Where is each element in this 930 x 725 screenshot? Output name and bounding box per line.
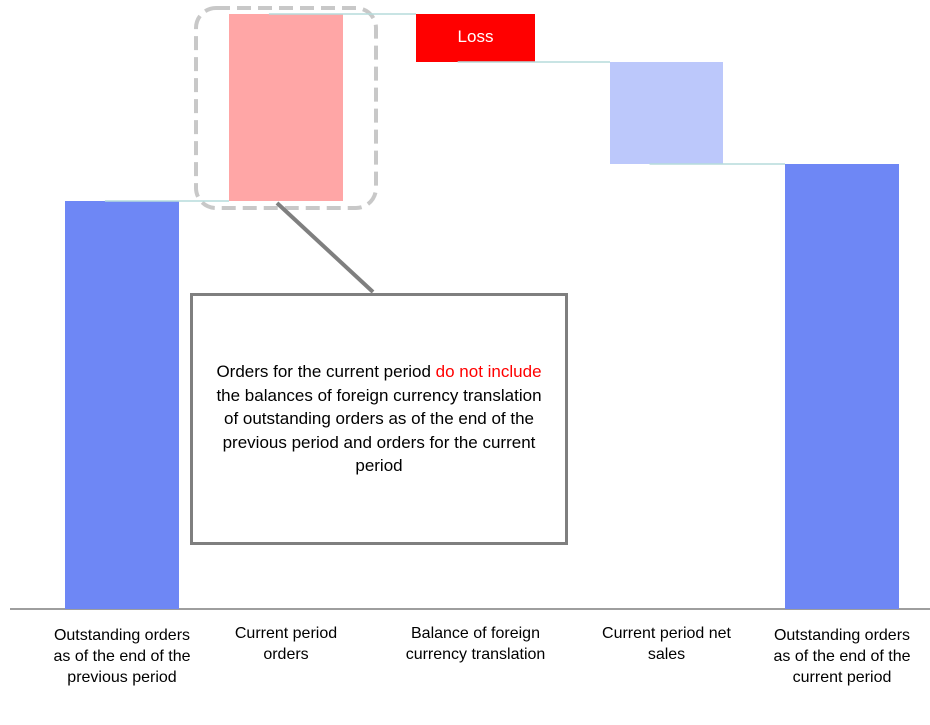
- bar: [610, 62, 723, 164]
- highlight-frame: [194, 6, 378, 210]
- callout: Orders for the current period do not inc…: [190, 293, 568, 545]
- x-tick-label: Outstanding orders as of the end of the …: [53, 627, 191, 686]
- callout-pointer: [275, 201, 375, 294]
- bar: [65, 201, 179, 609]
- loss-label: Loss: [457, 27, 494, 46]
- callout-text: Orders for the current period: [216, 362, 436, 382]
- bar: [416, 14, 535, 62]
- x-tick-label: Outstanding orders as of the end of the …: [773, 627, 911, 686]
- x-tick-label: Balance of foreign currency translation: [405, 625, 546, 663]
- x-tick-label: Current period net sales: [602, 625, 731, 663]
- callout-highlight: do not include: [435, 362, 542, 382]
- bar: [229, 14, 343, 201]
- callout-text: the balances of foreign currency transla…: [216, 385, 542, 476]
- bar: [785, 164, 899, 609]
- x-tick-label: Current period orders: [234, 625, 338, 663]
